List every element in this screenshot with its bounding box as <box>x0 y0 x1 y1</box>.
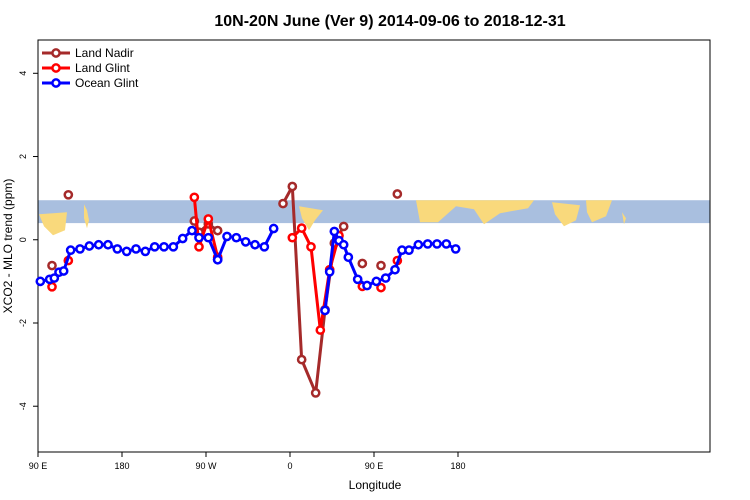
data-point <box>149 241 160 252</box>
data-point <box>47 281 57 292</box>
y-axis-label: XCO2 - MLO trend (ppm) <box>1 179 15 314</box>
data-point <box>140 246 151 257</box>
data-point <box>131 244 141 254</box>
data-point <box>121 246 132 257</box>
data-point <box>376 260 386 271</box>
data-point <box>194 232 204 243</box>
data-point <box>329 226 340 237</box>
land-shape <box>39 212 67 236</box>
land-shape <box>416 200 534 225</box>
axes: 90 E 180 90 W 0 90 E 180 -4 -2 0 2 4 <box>18 71 466 471</box>
data-point <box>371 276 382 287</box>
legend-label: Land Glint <box>75 61 130 75</box>
data-point <box>112 244 123 254</box>
data-point <box>47 260 57 271</box>
data-point <box>450 244 461 254</box>
land-shape <box>84 204 89 229</box>
data-point <box>187 225 197 236</box>
data-point <box>203 214 214 224</box>
data-point <box>296 223 307 233</box>
data-point <box>189 192 200 203</box>
x-tick-label: 0 <box>287 461 292 471</box>
data-point <box>432 239 442 249</box>
data-point <box>362 280 372 291</box>
data-point <box>310 388 321 398</box>
legend-marker <box>51 63 61 73</box>
data-point <box>338 221 349 232</box>
data-point <box>306 241 316 252</box>
land-shape <box>586 200 612 223</box>
data-point <box>35 276 46 287</box>
data-point <box>103 239 113 250</box>
x-tick-label: 180 <box>114 461 129 471</box>
data-point <box>194 241 204 252</box>
land-shape <box>622 212 626 225</box>
data-point <box>413 239 424 250</box>
data-point <box>75 244 85 254</box>
data-point <box>287 232 298 243</box>
land-shape <box>299 206 323 231</box>
data-point <box>338 239 349 250</box>
data-point <box>259 241 270 252</box>
land-shape <box>552 202 580 227</box>
data-point <box>324 266 335 277</box>
y-tick-label: 2 <box>18 154 28 159</box>
series-ocean-glint <box>35 223 461 316</box>
data-point <box>58 266 69 276</box>
data-point <box>320 305 330 316</box>
data-point <box>441 239 452 249</box>
data-point <box>203 232 214 243</box>
series-group <box>35 181 461 398</box>
y-tick-label: 4 <box>18 71 28 76</box>
legend-marker <box>51 48 61 58</box>
chart-title: 10N-20N June (Ver 9) 2014-09-06 to 2018-… <box>214 13 565 30</box>
data-point <box>159 241 169 252</box>
data-point <box>168 241 179 252</box>
y-tick-label: -4 <box>18 402 28 410</box>
legend-label: Ocean Glint <box>75 76 139 90</box>
data-point <box>380 273 391 283</box>
y-tick-label: 0 <box>18 237 28 242</box>
legend-label: Land Nadir <box>75 46 134 60</box>
data-point <box>268 223 279 234</box>
data-point <box>250 239 260 250</box>
data-point <box>93 239 104 250</box>
data-point <box>240 236 251 247</box>
data-point <box>390 264 400 275</box>
x-tick-label: 90 W <box>195 461 217 471</box>
data-point <box>422 239 433 249</box>
data-point <box>315 325 326 335</box>
data-point <box>177 233 188 244</box>
data-point <box>84 241 95 251</box>
data-point <box>352 274 363 285</box>
data-point <box>212 254 223 265</box>
data-point <box>278 198 288 209</box>
data-point <box>65 245 76 256</box>
x-axis-label: Longitude <box>349 478 402 492</box>
x-tick-label: 180 <box>450 461 465 471</box>
land-ocean-band <box>38 200 710 236</box>
data-point <box>376 282 386 293</box>
data-point <box>357 258 368 269</box>
data-point <box>63 189 74 200</box>
data-point <box>404 245 414 256</box>
data-point <box>287 181 298 192</box>
data-point <box>49 273 60 283</box>
x-tick-label: 90 E <box>29 461 48 471</box>
data-point <box>231 232 242 243</box>
data-point <box>343 252 354 263</box>
y-tick-label: -2 <box>18 319 28 327</box>
data-point <box>296 354 307 365</box>
data-point <box>222 231 232 242</box>
data-point <box>392 189 403 199</box>
legend-marker <box>51 78 61 88</box>
x-tick-label: 90 E <box>365 461 384 471</box>
data-point <box>212 225 223 236</box>
